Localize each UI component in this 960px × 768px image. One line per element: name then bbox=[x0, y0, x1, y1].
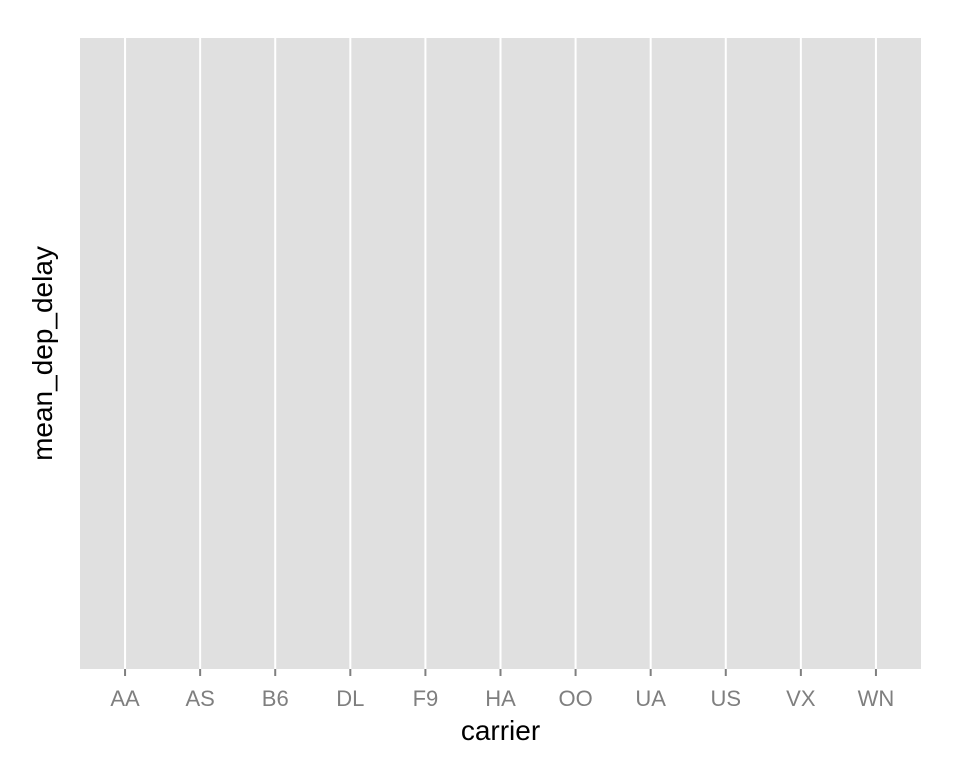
x-tick-label-ua: UA bbox=[635, 686, 666, 711]
x-tick-label-vx: VX bbox=[786, 686, 816, 711]
x-axis-title: carrier bbox=[461, 715, 540, 746]
x-tick-label-ha: HA bbox=[485, 686, 516, 711]
x-tick-label-b6: B6 bbox=[262, 686, 289, 711]
x-tick-label-dl: DL bbox=[336, 686, 364, 711]
x-tick-label-aa: AA bbox=[110, 686, 140, 711]
y-axis-title: mean_dep_delay bbox=[27, 246, 58, 461]
x-tick-label-wn: WN bbox=[858, 686, 895, 711]
tick-label-layer: AA AS B6 DL F9 HA OO UA US VX WN bbox=[110, 686, 894, 711]
x-tick-label-us: US bbox=[710, 686, 741, 711]
x-tick-label-f9: F9 bbox=[413, 686, 439, 711]
grid-layer bbox=[124, 38, 877, 669]
tick-layer bbox=[124, 669, 877, 676]
x-tick-label-as: AS bbox=[185, 686, 214, 711]
x-tick-label-oo: OO bbox=[558, 686, 592, 711]
